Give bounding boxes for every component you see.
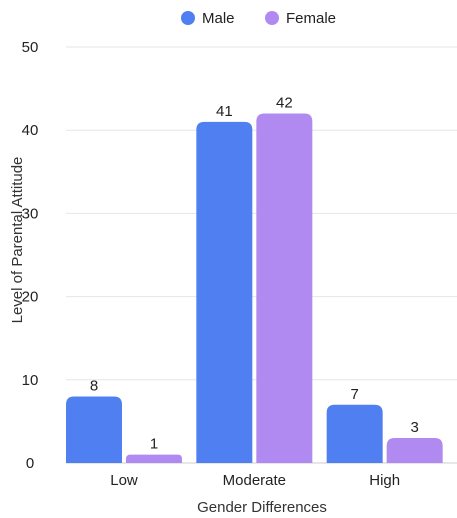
y-tick-label: 20	[22, 289, 39, 306]
data-label-male-high: 7	[350, 386, 358, 403]
bar-male-high	[326, 404, 383, 463]
y-tick-label: 10	[22, 372, 39, 389]
bar-female-moderate	[256, 113, 313, 463]
legend-swatch-female	[265, 11, 279, 25]
bar-female-low	[126, 454, 182, 463]
legend-label-male: Male	[202, 10, 235, 27]
y-tick-label: 40	[22, 122, 39, 139]
bar-female-high	[386, 438, 443, 463]
data-label-male-low: 8	[90, 377, 98, 394]
legend: Male Female	[181, 10, 336, 27]
data-label-female-low: 1	[150, 436, 158, 453]
legend-swatch-male	[181, 11, 195, 25]
x-axis-ticks: Low Moderate High	[110, 472, 400, 489]
x-tick-label: High	[369, 472, 400, 489]
y-tick-label: 0	[26, 455, 34, 472]
bar-male-low	[66, 396, 122, 463]
legend-item-male: Male	[181, 10, 235, 27]
y-tick-label: 30	[22, 205, 39, 222]
legend-item-female: Female	[265, 10, 336, 27]
legend-label-female: Female	[286, 10, 336, 27]
bars	[66, 113, 443, 463]
data-label-male-moderate: 41	[216, 103, 233, 120]
x-tick-label: Moderate	[223, 472, 286, 489]
x-axis-title: Gender Differences	[197, 499, 327, 516]
data-label-female-moderate: 42	[276, 95, 293, 112]
y-axis-title: Level of Parental Attitude	[9, 157, 26, 324]
y-axis-ticks: 0 10 20 30 40 50	[22, 39, 39, 472]
y-tick-label: 50	[22, 39, 39, 56]
x-tick-label: Low	[110, 472, 138, 489]
data-labels: 8 1 41 42 7 3	[90, 95, 419, 453]
data-label-female-high: 3	[410, 419, 418, 436]
bar-male-moderate	[196, 121, 253, 463]
